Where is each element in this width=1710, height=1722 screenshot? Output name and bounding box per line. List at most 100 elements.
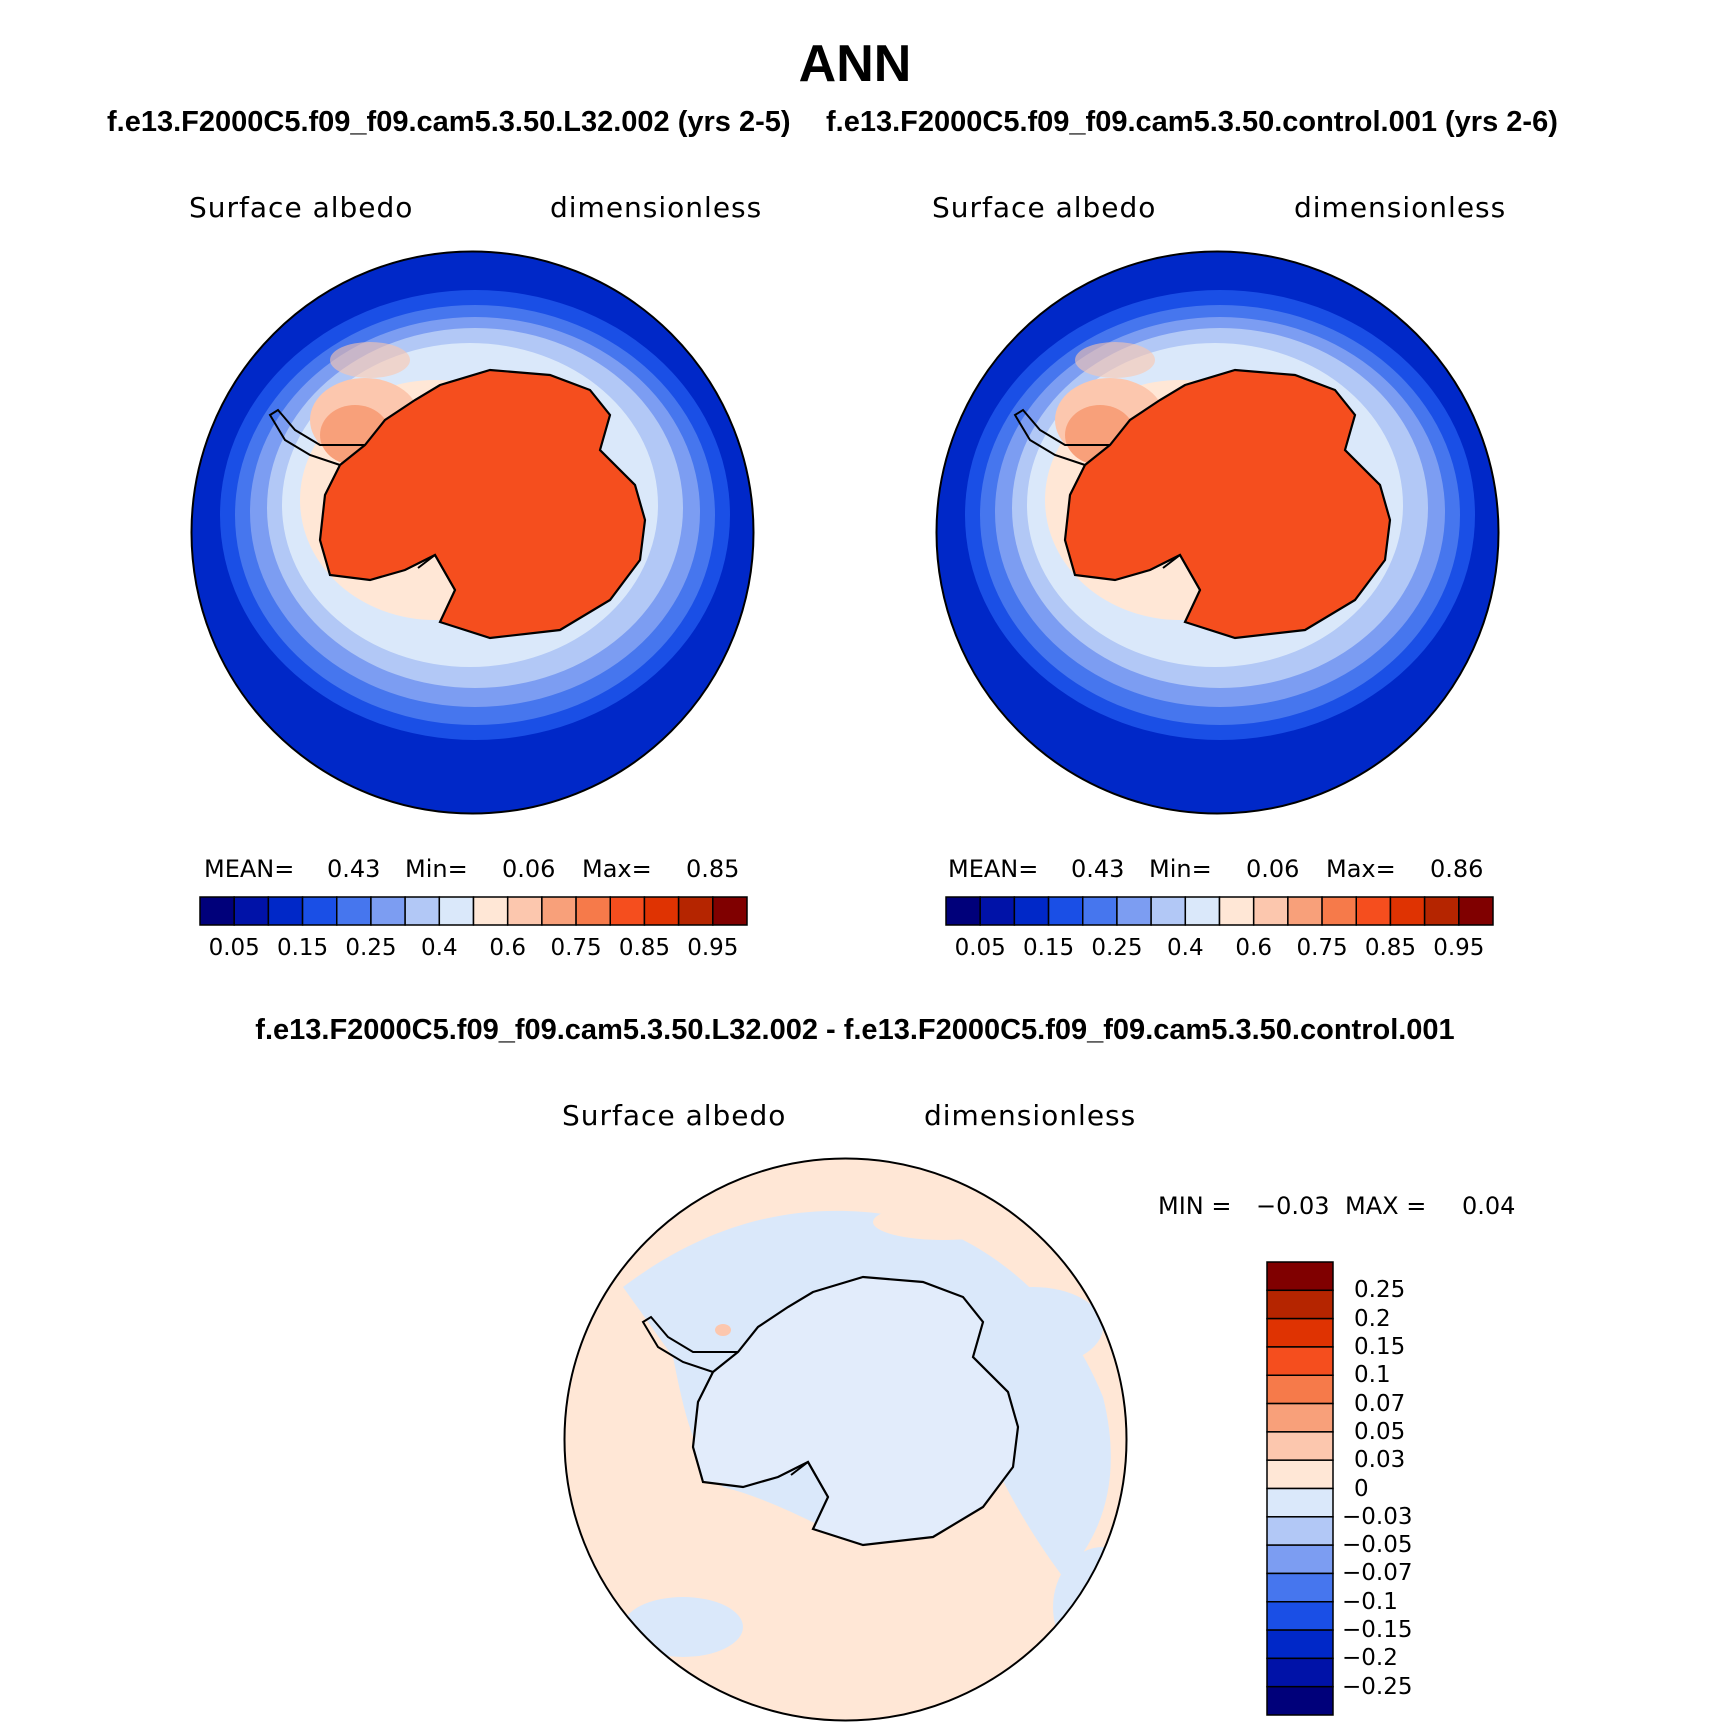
colorbar-swatch	[472, 896, 509, 926]
colorbar-tick-label: 0.95	[687, 935, 739, 961]
colorbar-swatch	[945, 896, 981, 926]
colorbar-swatch	[1266, 1657, 1334, 1688]
colorbar-swatch	[677, 896, 714, 926]
colorbar-tick-label: −0.07	[1342, 1560, 1413, 1587]
stat-min-value-left: 0.06	[502, 855, 556, 883]
diff-max-value: 0.04	[1462, 1192, 1516, 1220]
colorbar-swatch	[1082, 896, 1118, 926]
colorbar-tick-label: 0.1	[1354, 1362, 1391, 1389]
colorbar-tick-label: 0.03	[1354, 1447, 1406, 1474]
colorbar-tick-label: 0.15	[1354, 1333, 1406, 1360]
colorbar-tick-label: 0.05	[1354, 1418, 1406, 1445]
colorbar-swatch	[712, 896, 748, 926]
weddell-sea-patch	[330, 342, 410, 378]
colorbar-swatch	[506, 896, 543, 926]
colorbar-swatch	[1218, 896, 1255, 926]
colorbar-swatch	[301, 896, 338, 926]
stat-max-value-right: 0.86	[1430, 855, 1484, 883]
colorbar-tick-label: 0.85	[618, 935, 671, 961]
diff-positive-patch	[900, 1187, 936, 1207]
colorbar-tick-label: 0.25	[1091, 935, 1143, 961]
stat-min-label-right: Min=	[1149, 855, 1212, 883]
polar-map-left	[190, 250, 755, 815]
colorbar-swatch	[643, 896, 680, 926]
colorbar-swatch	[1266, 1487, 1334, 1518]
stat-mean-value-left: 0.43	[327, 855, 381, 883]
colorbar-swatch	[1266, 1459, 1334, 1490]
colorbar-diff	[1266, 1261, 1334, 1716]
colorbar-tick-label: 0.95	[1433, 935, 1485, 961]
figure-title: ANN	[798, 35, 912, 93]
diff-negative-region	[623, 1597, 743, 1657]
colorbar-swatch	[1266, 1544, 1334, 1575]
ross-sea-outline	[790, 1460, 829, 1498]
weddell-sea-patch	[1075, 342, 1155, 378]
colorbar-tick-label: 0.75	[550, 935, 602, 961]
colorbar-swatch	[1389, 896, 1426, 926]
colorbar-swatch	[199, 896, 235, 926]
colorbar-tick-label: −0.05	[1342, 1532, 1413, 1559]
colorbar-swatch	[1266, 1374, 1334, 1405]
colorbar-swatch	[370, 896, 406, 926]
diff-title: f.e13.F2000C5.f09_f09.cam5.3.50.L32.002 …	[255, 1014, 1455, 1046]
diff-max-label: MAX =	[1345, 1192, 1427, 1220]
colorbar-tick-label: 0.6	[489, 935, 526, 961]
colorbar-tick-label: 0.15	[1022, 935, 1075, 961]
diff-positive-patch	[715, 1324, 731, 1336]
colorbar-right-labels: 0.05 0.15 0.25 0.4 0.6 0.75 0.85 0.95	[946, 935, 1493, 961]
colorbar-right	[945, 896, 1494, 926]
case-title-right: f.e13.F2000C5.f09_f09.cam5.3.50.control.…	[826, 106, 1558, 138]
colorbar-swatch	[1458, 896, 1494, 926]
units-label-left: dimensionless	[550, 191, 763, 224]
ross-sea-outline	[417, 553, 456, 591]
colorbar-swatch	[1266, 1685, 1334, 1716]
colorbar-swatch	[404, 896, 441, 926]
polar-map-diff	[563, 1157, 1128, 1722]
colorbar-tick-label: −0.1	[1342, 1588, 1398, 1615]
diff-negative-region	[963, 1287, 1103, 1367]
colorbar-swatch	[1287, 896, 1323, 926]
colorbar-swatch	[979, 896, 1016, 926]
colorbar-tick-label: 0.05	[954, 935, 1006, 961]
stat-max-value-left: 0.85	[686, 855, 740, 883]
colorbar-left-labels: 0.05 0.15 0.25 0.4 0.6 0.75 0.85 0.95	[200, 935, 747, 961]
colorbar-swatch	[1047, 896, 1084, 926]
colorbar-swatch	[1266, 1261, 1334, 1292]
stat-mean-label-left: MEAN=	[204, 855, 295, 883]
antarctic-peninsula	[1013, 408, 1110, 466]
colorbar-swatch	[336, 896, 372, 926]
case-title-left: f.e13.F2000C5.f09_f09.cam5.3.50.L32.002 …	[107, 106, 791, 138]
units-label-diff: dimensionless	[924, 1099, 1137, 1132]
colorbar-swatch	[233, 896, 270, 926]
colorbar-tick-label: 0.25	[345, 935, 397, 961]
colorbar-diff-labels: 0.25 0.2 0.15 0.1 0.07 0.05 0.03 0 −0.03 −0.05 −0.…	[1342, 1262, 1462, 1715]
colorbar-swatch	[1266, 1629, 1334, 1660]
colorbar-tick-label: 0.15	[276, 935, 329, 961]
colorbar-swatch	[1266, 1346, 1334, 1376]
colorbar-swatch	[1266, 1317, 1334, 1348]
colorbar-tick-label: 0.85	[1364, 935, 1417, 961]
colorbar-swatch	[1184, 896, 1221, 926]
colorbar-swatch	[1266, 1572, 1334, 1603]
colorbar-tick-label: −0.25	[1342, 1673, 1413, 1700]
polar-map-right	[935, 250, 1500, 815]
colorbar-left	[199, 896, 748, 926]
diff-min-value: −0.03	[1256, 1192, 1330, 1220]
colorbar-tick-label: −0.2	[1342, 1645, 1398, 1672]
colorbar-swatch	[1266, 1516, 1334, 1546]
variable-label-right: Surface albedo	[932, 191, 1157, 224]
antarctic-peninsula	[641, 1315, 738, 1373]
colorbar-swatch	[1266, 1601, 1334, 1631]
colorbar-swatch	[1355, 896, 1392, 926]
colorbar-tick-label: 0.07	[1354, 1390, 1406, 1417]
stat-mean-label-right: MEAN=	[948, 855, 1039, 883]
colorbar-swatch	[1423, 896, 1460, 926]
colorbar-swatch	[1013, 896, 1050, 926]
colorbar-swatch	[1116, 896, 1152, 926]
colorbar-tick-label: −0.03	[1342, 1503, 1413, 1530]
colorbar-tick-label: 0	[1354, 1475, 1369, 1502]
variable-label-left: Surface albedo	[189, 191, 414, 224]
colorbar-swatch	[1252, 896, 1289, 926]
stat-min-label-left: Min=	[405, 855, 468, 883]
stat-max-label-right: Max=	[1326, 855, 1396, 883]
